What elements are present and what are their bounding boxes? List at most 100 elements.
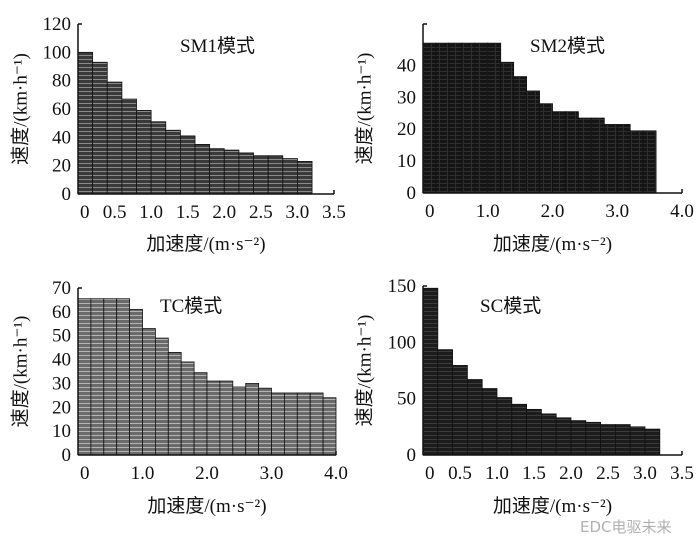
bar (103, 298, 118, 456)
x-tick-label: 2.0 (541, 201, 565, 222)
y-tick-label: 100 (43, 42, 72, 63)
bar (219, 380, 234, 456)
x-tick-label: 2.5 (596, 463, 620, 484)
y-tick-label: 0 (407, 183, 417, 204)
x-tick-label: 2.0 (559, 463, 583, 484)
x-tick-label: 2.5 (249, 202, 273, 223)
bar (121, 98, 137, 195)
bar (271, 392, 285, 456)
bar (282, 158, 298, 195)
bar (180, 361, 195, 456)
x-tick-label: 4.0 (670, 201, 694, 222)
y-tick-label: 30 (52, 373, 71, 394)
bar (77, 51, 94, 195)
x-tick-label: 3.5 (322, 202, 346, 223)
bar (90, 298, 105, 456)
x-tick-label: 1.5 (522, 463, 546, 484)
x-axis-label: 加速度/(m·s⁻²) (147, 495, 266, 517)
bar (194, 144, 211, 195)
y-tick-label: 70 (52, 278, 71, 299)
bar (258, 387, 272, 456)
bar (570, 420, 587, 456)
bar (565, 111, 579, 194)
bar (585, 421, 601, 456)
y-tick-label: 120 (43, 14, 72, 35)
bar (209, 148, 225, 195)
y-axis-label: 速度/(km·h⁻¹) (353, 315, 375, 427)
y-tick-label: 20 (52, 397, 71, 418)
bar (154, 337, 169, 456)
bar (422, 42, 437, 194)
bar (511, 403, 527, 456)
x-tick-label: 0.5 (448, 463, 472, 484)
bar (642, 130, 657, 194)
x-axis-label: 加速度/(m·s⁻²) (146, 233, 265, 255)
y-tick-label: 50 (52, 326, 71, 347)
bar (136, 110, 152, 195)
x-tick-label: 3.0 (286, 202, 310, 223)
bar (496, 397, 513, 456)
bar (474, 42, 489, 194)
bar (437, 349, 453, 456)
x-tick-label: 0.5 (103, 202, 127, 223)
bar (600, 424, 616, 456)
bar (435, 42, 450, 194)
bar (253, 155, 269, 195)
bar (296, 392, 311, 456)
bar (238, 152, 254, 195)
bar (555, 417, 572, 456)
y-tick-label: 80 (52, 71, 71, 92)
y-tick-label: 10 (397, 151, 416, 172)
x-tick-label: 1.0 (476, 201, 500, 222)
x-tick-label: 1.0 (139, 202, 163, 223)
x-tick-label: 0 (425, 463, 435, 484)
x-tick-label: 4.0 (324, 463, 348, 484)
y-tick-label: 30 (397, 87, 416, 108)
bar (322, 397, 337, 456)
bar (283, 392, 298, 456)
y-tick-label: 60 (52, 99, 71, 120)
x-tick-label: 3.0 (605, 201, 629, 222)
bar (513, 76, 528, 194)
y-axis-label: 速度/(km·h⁻¹) (353, 53, 375, 165)
bar (487, 42, 502, 194)
bar (297, 161, 313, 195)
y-tick-label: 60 (52, 302, 71, 323)
bar (165, 129, 181, 195)
bar (92, 61, 108, 195)
bar (142, 328, 156, 456)
x-tick-label: 1.0 (485, 463, 509, 484)
bar (644, 428, 661, 456)
bar (603, 124, 618, 194)
bar (129, 309, 143, 456)
bar (616, 124, 631, 194)
bar (629, 426, 646, 456)
bar (629, 130, 644, 194)
bar (267, 155, 284, 195)
chart-title: SM2模式 (530, 35, 605, 57)
bar (552, 111, 566, 194)
bar (179, 135, 196, 195)
bar (590, 117, 605, 194)
x-tick-label: 0 (80, 463, 90, 484)
y-axis-label: 速度/(km·h⁻¹) (9, 53, 31, 165)
bar (206, 380, 221, 456)
chart-title: SC模式 (480, 295, 541, 317)
y-tick-label: 0 (407, 445, 417, 466)
bar (232, 386, 247, 456)
y-tick-label: 40 (52, 350, 71, 371)
x-axis-label: 加速度/(m·s⁻²) (493, 495, 612, 517)
bar (452, 365, 468, 456)
bar (193, 372, 208, 456)
chart-title: TC模式 (160, 295, 222, 317)
chart-panel-4: 0 50 100 150 0 0.5 1.0 1.5 2.0 2.5 3.0 3.5 SC模式加速度/(… (353, 276, 694, 517)
bar (466, 379, 483, 456)
y-tick-label: 0 (62, 184, 72, 205)
x-tick-label: 3.5 (670, 463, 694, 484)
bar (223, 149, 240, 195)
bar (500, 61, 515, 194)
y-tick-label: 40 (397, 55, 416, 76)
